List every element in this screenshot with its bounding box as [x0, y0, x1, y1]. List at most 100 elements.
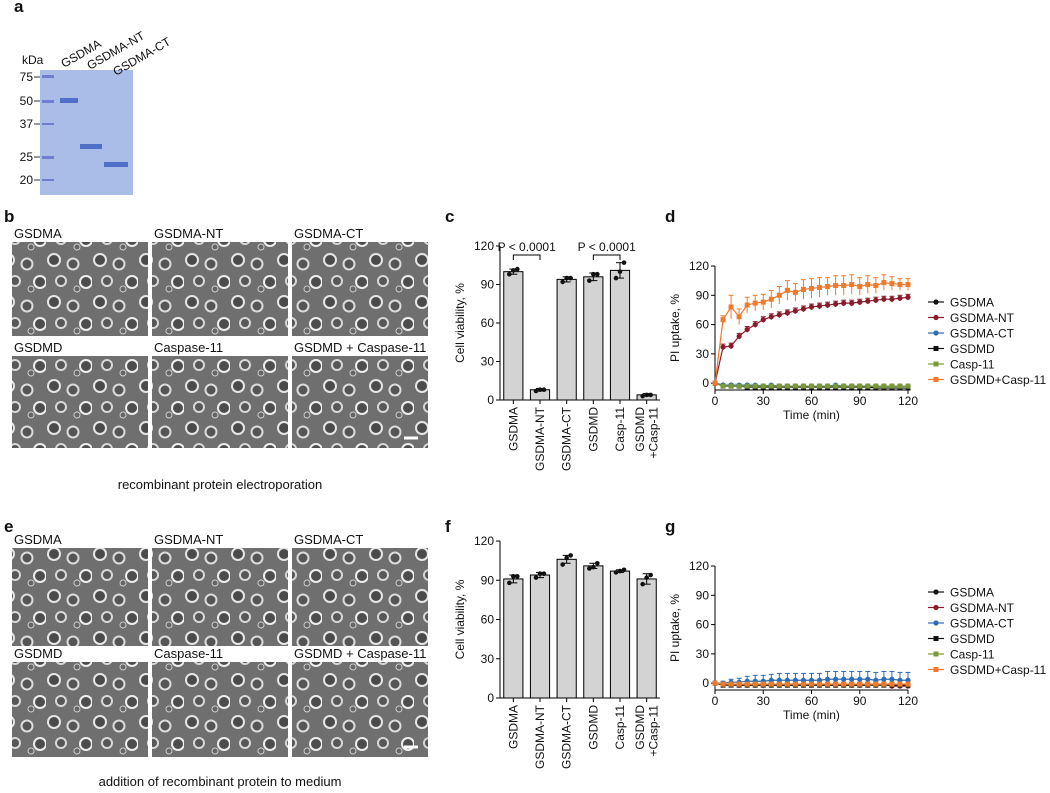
y-tick-label: 120 [474, 534, 494, 548]
annotation: P < 0.0001 [578, 240, 636, 254]
marker [760, 299, 766, 305]
y-tick-label: 60 [481, 316, 495, 330]
data-point [617, 568, 623, 574]
marker [849, 681, 855, 687]
x-tick-label: GSDMA-NT [533, 406, 547, 471]
marker [881, 676, 887, 682]
marker [873, 383, 879, 389]
marker [889, 281, 895, 287]
data-point [541, 571, 547, 577]
micrograph [292, 548, 428, 646]
marker [933, 377, 939, 382]
data-point [568, 553, 573, 558]
marker [881, 383, 887, 389]
panel-label: a [14, 0, 24, 16]
bracket [592, 254, 621, 260]
data-point [515, 574, 520, 579]
y-tick-label: 0 [702, 376, 709, 390]
y-tick-label: 60 [481, 613, 495, 627]
marker-label: 20 [20, 173, 34, 187]
data-point [537, 571, 543, 577]
y-tick-label: 30 [696, 647, 710, 661]
marker [728, 343, 734, 349]
marker [933, 299, 939, 305]
marker [865, 298, 871, 304]
x-tick-label: 120 [898, 394, 918, 408]
marker [776, 383, 782, 389]
bar [556, 558, 577, 699]
marker [933, 361, 939, 367]
marker [752, 300, 758, 306]
data-point [564, 555, 569, 561]
micrograph-label: Caspase-11 [154, 646, 223, 661]
micrograph-label: GSDMA-CT [294, 226, 363, 241]
data-point [537, 387, 543, 393]
data-point [595, 560, 600, 566]
marker [808, 304, 815, 310]
marker [728, 383, 734, 389]
marker [768, 681, 774, 687]
micrograph-label: GSDMA-CT [294, 532, 363, 547]
marker [933, 314, 939, 321]
micrograph-label: GSDMA [14, 532, 62, 547]
marker [752, 681, 758, 687]
y-tick-label: 120 [689, 559, 709, 573]
legend-label: GSDMD [950, 632, 995, 646]
micrograph [152, 356, 288, 448]
x-tick-label: 30 [757, 394, 771, 408]
marker [933, 346, 939, 351]
y-axis-label: PI uptake, % [668, 594, 682, 662]
marker [833, 301, 839, 307]
y-tick-label: 90 [481, 573, 495, 587]
data-point [644, 392, 649, 398]
micrograph-label: GSDMA-NT [154, 226, 223, 241]
data-point [621, 567, 627, 573]
data-point [507, 580, 512, 586]
marker [792, 308, 799, 314]
legend-label: Casp-11 [950, 358, 995, 372]
marker [833, 283, 839, 289]
marker [889, 383, 895, 389]
x-tick-label: Casp-11 [613, 705, 627, 750]
marker [736, 333, 742, 339]
bar [583, 276, 604, 401]
x-tick-label: GSDMA-CT [560, 704, 574, 769]
bar [529, 574, 551, 699]
marker [768, 383, 774, 389]
marker [728, 681, 734, 687]
marker [768, 677, 774, 683]
data-point [511, 268, 516, 273]
legend-label: GSDMA [950, 586, 994, 600]
panel-label: e [4, 517, 13, 536]
micrograph [292, 356, 428, 448]
marker [728, 304, 734, 310]
marker [873, 283, 879, 289]
marker [784, 677, 790, 683]
micrograph [12, 356, 148, 448]
x-tick-label: 60 [805, 394, 819, 408]
micrograph [152, 662, 288, 757]
marker [720, 317, 726, 323]
marker [897, 677, 903, 683]
marker [776, 681, 782, 687]
legend-label: GSDMA-CT [950, 327, 1015, 341]
x-tick-label: 0 [712, 394, 719, 408]
x-tick-label: 60 [805, 694, 819, 708]
gel-bands [42, 75, 128, 181]
marker [857, 284, 863, 290]
data-point [617, 269, 623, 274]
marker-label: 25 [20, 150, 34, 164]
marker [857, 681, 863, 687]
y-axis-label: Cell viability, % [453, 283, 467, 363]
marker [841, 681, 847, 687]
marker [825, 383, 831, 389]
legend-label: GSDMD [950, 342, 995, 356]
marker [849, 300, 855, 306]
data-point [541, 387, 547, 393]
marker [905, 383, 911, 389]
marker [873, 677, 879, 683]
data-point [533, 388, 539, 394]
marker [736, 314, 742, 320]
data-point [515, 266, 520, 272]
annotation: P < 0.0001 [498, 240, 556, 254]
